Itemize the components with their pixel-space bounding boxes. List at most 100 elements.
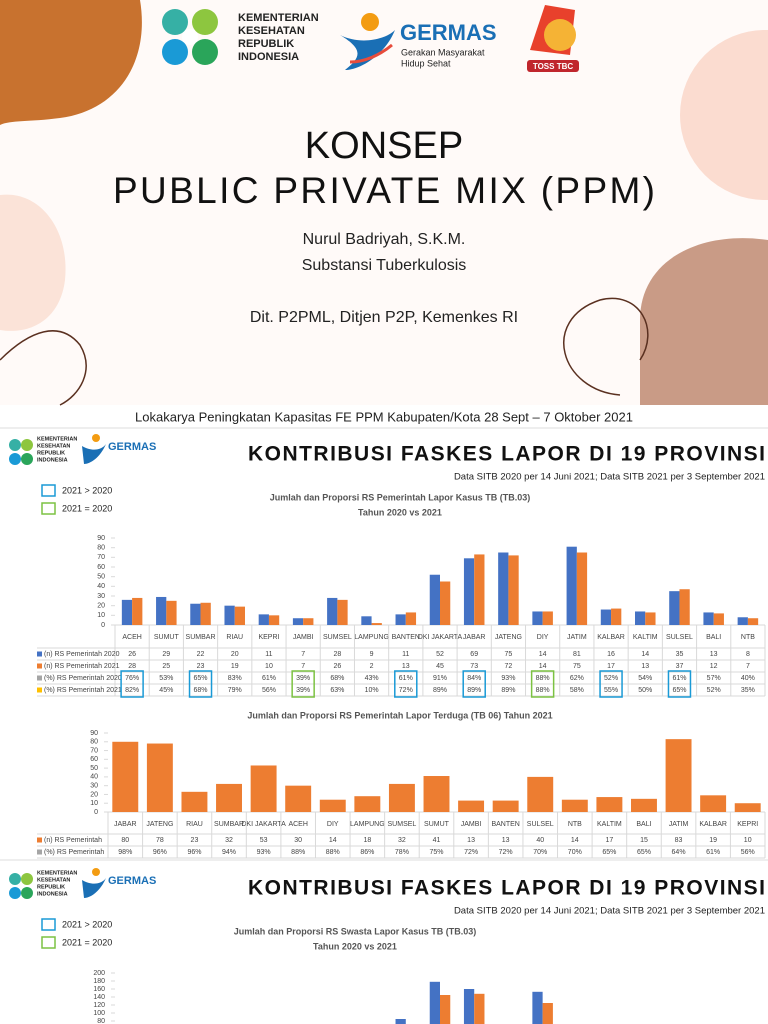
bar: [303, 618, 314, 625]
table-value: 76%: [125, 675, 139, 682]
table-value: 75: [573, 663, 581, 670]
table-value: 12: [710, 663, 718, 670]
y-tick-label: 0: [94, 809, 98, 816]
table-value: 65%: [602, 849, 616, 856]
germas-logo: [82, 444, 106, 464]
bar: [596, 797, 623, 812]
table-value: 69: [470, 651, 478, 658]
bar: [132, 597, 143, 625]
logo-text: REPUBLIK: [238, 38, 294, 50]
germas-logo: [340, 13, 395, 70]
logo-mark: [21, 873, 33, 885]
table-value: 70%: [568, 849, 582, 856]
table-value: 9: [370, 651, 374, 658]
table-value: 68%: [330, 675, 344, 682]
y-tick-label: 60: [90, 756, 98, 763]
kemenkes-logo: [162, 9, 218, 65]
germas-logo: [92, 434, 100, 442]
table-value: 61%: [399, 675, 413, 682]
y-tick-label: 40: [90, 774, 98, 781]
table-value: 40: [536, 837, 544, 844]
bar: [429, 981, 440, 1024]
bar: [156, 596, 167, 625]
legend-swatch: [37, 675, 42, 681]
table-value: 84%: [467, 675, 481, 682]
bar: [474, 554, 485, 625]
legend-label: (n) RS Pemerintah 2021: [44, 663, 120, 670]
bar: [561, 799, 588, 812]
bar: [645, 612, 656, 625]
x-tick-label: SUMUT: [424, 821, 450, 828]
bar: [337, 599, 348, 625]
table-value: 30: [294, 837, 302, 844]
bar: [734, 803, 761, 812]
x-tick-label: JATENG: [146, 821, 173, 828]
x-tick-label: LAMPUNG: [354, 634, 389, 641]
table-value: 80: [121, 837, 129, 844]
table-value: 11: [265, 651, 272, 658]
y-tick-label: 90: [97, 535, 105, 542]
table-value: 32: [225, 837, 233, 844]
table-value: 14: [329, 837, 337, 844]
bar: [200, 602, 211, 625]
highlight-box: [667, 670, 692, 698]
x-tick-label: SULSEL: [527, 821, 554, 828]
table-value: 75%: [429, 849, 443, 856]
table-value: 10: [265, 663, 273, 670]
table-value: 14: [571, 837, 579, 844]
table-value: 18: [363, 837, 371, 844]
x-tick-label: ACEH: [122, 634, 141, 641]
y-tick-label: 80: [97, 545, 105, 552]
decor-circle: [680, 30, 768, 200]
y-tick-label: 80: [90, 739, 98, 746]
table-value: 20: [231, 651, 239, 658]
x-tick-label: BANTEN: [491, 821, 519, 828]
logo-text: KESEHATAN: [37, 877, 70, 883]
table-value: 61%: [706, 849, 720, 856]
highlight-box: [599, 670, 623, 698]
source-note: Data SITB 2020 per 14 Juni 2021; Data SI…: [454, 906, 765, 917]
source-note: Data SITB 2020 per 14 Juni 2021; Data SI…: [454, 472, 765, 483]
bar: [440, 581, 451, 625]
bar: [611, 608, 622, 625]
bar: [354, 796, 381, 812]
bar: [405, 612, 417, 625]
table-value: 72%: [464, 849, 478, 856]
legend-label: (n) RS Pemerintah 2020: [44, 651, 120, 658]
legend-swatch: [37, 837, 42, 843]
table-value: 11: [402, 651, 409, 658]
table-value: 26: [128, 651, 136, 658]
highlight-box: [394, 670, 418, 698]
bar: [492, 800, 519, 812]
logo-mark: [9, 887, 21, 899]
bar: [268, 615, 280, 625]
x-tick-label: DIY: [327, 821, 339, 828]
logo-text: KESEHATAN: [238, 25, 305, 37]
bar: [121, 599, 133, 625]
author: Nurul Badriyah, S.K.M.: [303, 231, 466, 248]
y-tick-label: 90: [90, 730, 98, 737]
table-value: 57%: [707, 675, 721, 682]
table-value: 68%: [194, 687, 208, 694]
table-value: 93%: [501, 675, 515, 682]
x-tick-label: SULSEL: [666, 634, 693, 641]
y-tick-label: 160: [93, 986, 105, 993]
x-tick-label: SUMSEL: [323, 634, 352, 641]
y-tick-label: 70: [90, 747, 98, 754]
x-tick-label: JABAR: [114, 821, 137, 828]
bar: [532, 991, 543, 1024]
table-value: 61%: [262, 675, 276, 682]
table-value: 35%: [741, 687, 755, 694]
x-tick-label: RIAU: [226, 634, 243, 641]
x-tick-label: NTB: [741, 634, 755, 641]
table-value: 83%: [228, 675, 242, 682]
table-value: 39%: [296, 687, 310, 694]
table-value: 14: [539, 651, 547, 658]
y-tick-label: 10: [97, 612, 105, 619]
x-tick-label: BALI: [636, 821, 651, 828]
logo-text: KEMENTERIAN: [37, 436, 77, 442]
bar: [423, 776, 450, 812]
slide-title: KONTRIBUSI FASKES LAPOR DI 19 PROVINSI: [248, 443, 765, 466]
bar: [498, 552, 509, 625]
